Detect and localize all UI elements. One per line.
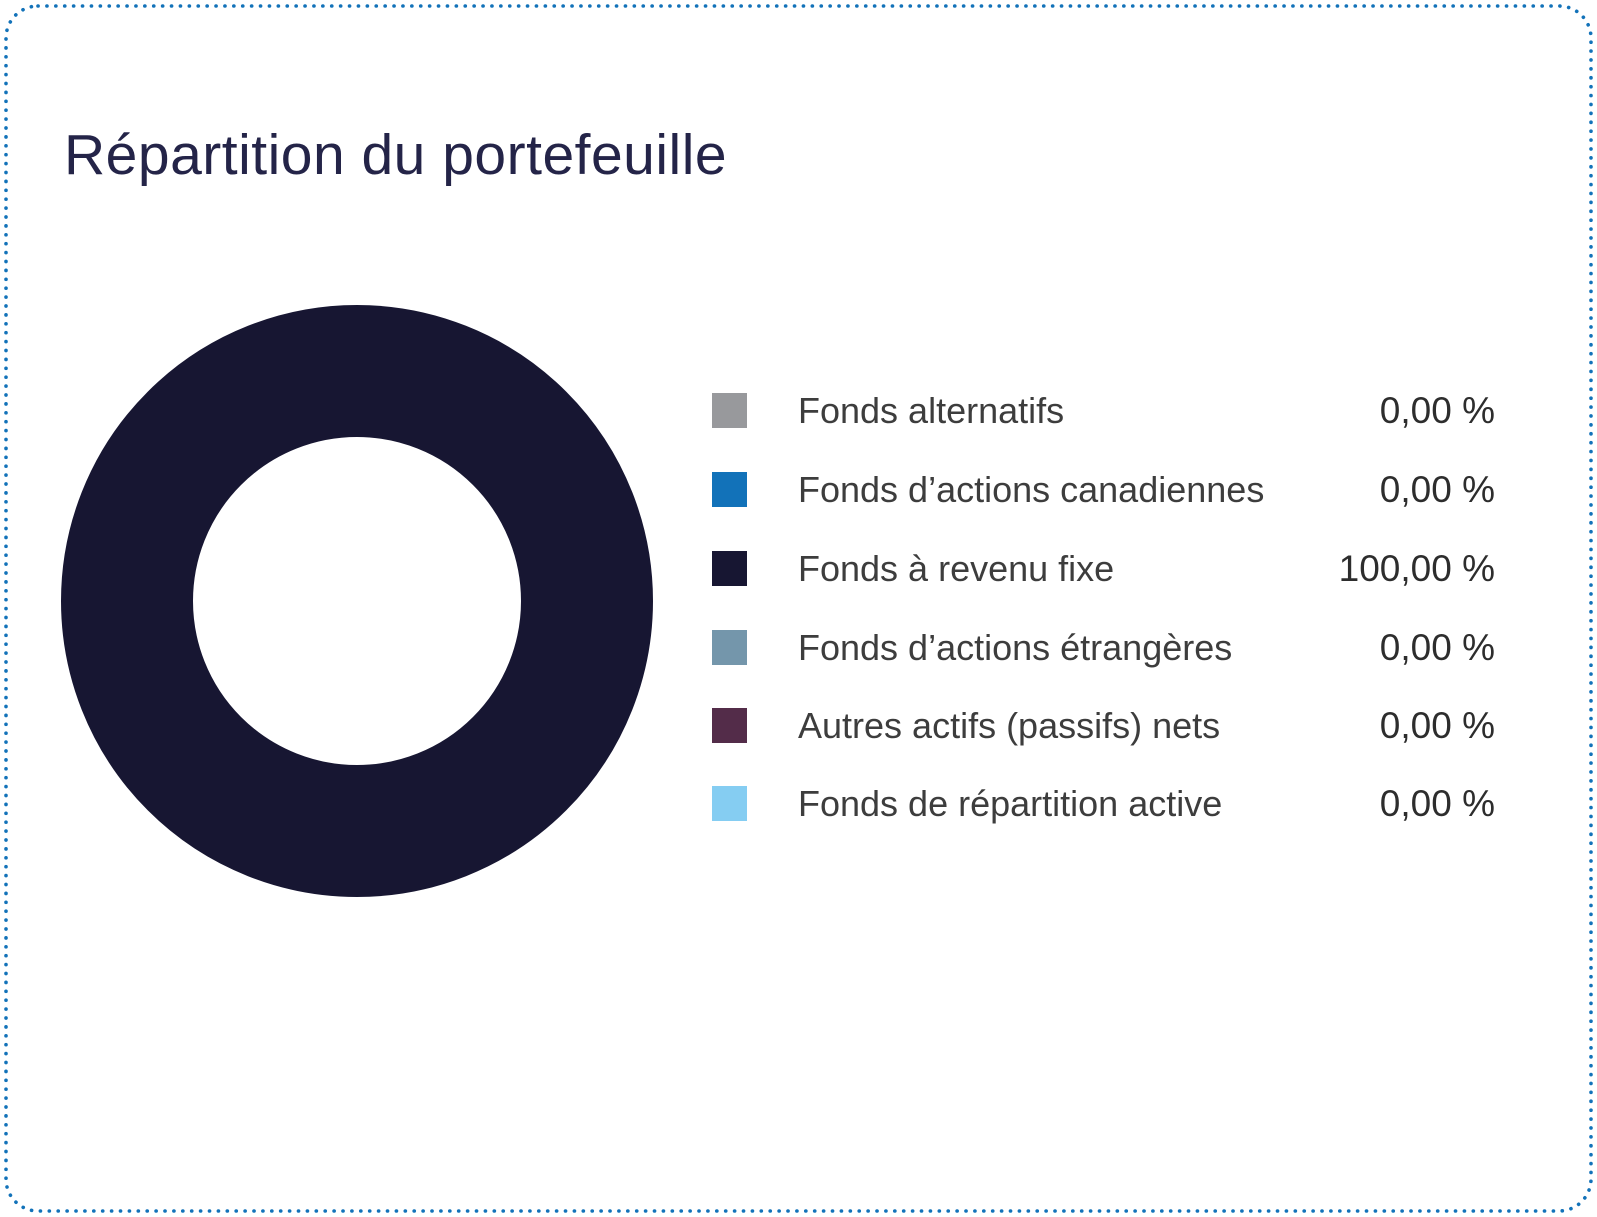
legend-label: Fonds alternatifs: [798, 389, 1065, 431]
legend-swatch-icon: [712, 472, 747, 507]
donut-chart: [61, 304, 653, 898]
legend-value: 0,00 %: [1379, 704, 1495, 746]
legend-row-fonds-actions-canadiennes: Fonds d’actions canadiennes 0,00 %: [712, 469, 1495, 510]
legend-swatch-icon: [712, 551, 747, 586]
legend-row-fonds-alternatifs: Fonds alternatifs 0,00 %: [712, 390, 1495, 431]
legend-label: Fonds d’actions étrangères: [798, 626, 1233, 668]
legend-label: Fonds d’actions canadiennes: [798, 468, 1265, 510]
donut-slice-fonds-a-revenu-fixe: [61, 305, 653, 897]
legend-swatch-icon: [712, 393, 747, 428]
legend-label: Autres actifs (passifs) nets: [798, 704, 1221, 746]
legend-value: 0,00 %: [1379, 782, 1495, 824]
donut-chart-svg: [61, 305, 653, 897]
legend-value: 0,00 %: [1379, 468, 1495, 510]
legend-label: Fonds à revenu fixe: [798, 547, 1115, 589]
legend-label: Fonds de répartition active: [798, 782, 1223, 824]
legend-row-fonds-a-revenu-fixe: Fonds à revenu fixe 100,00 %: [712, 548, 1495, 589]
legend-row-fonds-actions-etrangeres: Fonds d’actions étrangères 0,00 %: [712, 627, 1495, 668]
legend-swatch-icon: [712, 630, 747, 665]
legend-row-fonds-de-repartition-active: Fonds de répartition active 0,00 %: [712, 783, 1495, 824]
legend-value: 0,00 %: [1379, 626, 1495, 668]
legend-swatch-icon: [712, 786, 747, 821]
page-title: Répartition du portefeuille: [64, 123, 728, 187]
legend-swatch-icon: [712, 708, 747, 743]
legend-row-autres-actifs-passifs-nets: Autres actifs (passifs) nets 0,00 %: [712, 705, 1495, 746]
legend-value: 0,00 %: [1379, 389, 1495, 431]
legend-value: 100,00 %: [1338, 547, 1495, 589]
